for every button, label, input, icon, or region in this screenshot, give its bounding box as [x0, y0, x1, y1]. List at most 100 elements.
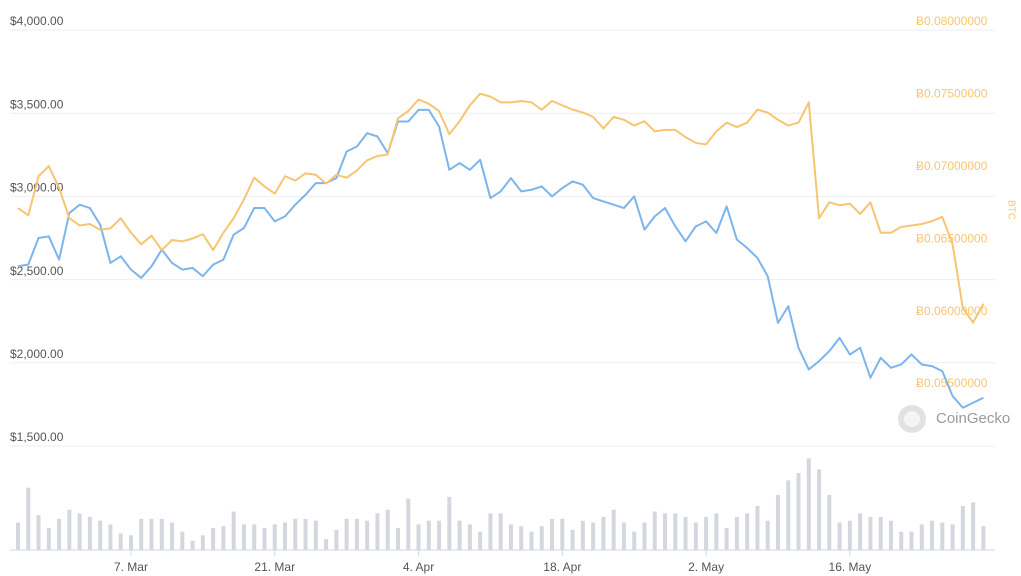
x-tick-label: 7. Mar — [114, 560, 148, 574]
volume-bar — [837, 522, 842, 550]
volume-bar — [745, 513, 750, 550]
volume-bar — [591, 522, 596, 550]
volume-bar — [519, 526, 524, 550]
volume-bar — [67, 509, 72, 550]
volume-bar — [447, 496, 452, 550]
volume-bar — [406, 498, 411, 550]
volume-bar — [170, 522, 175, 550]
volume-bar — [642, 522, 647, 550]
volume-bar — [231, 511, 236, 550]
x-tick-label: 4. Apr — [403, 560, 434, 574]
volume-bar — [118, 533, 123, 550]
volume-bar — [149, 518, 154, 550]
volume-bar — [724, 528, 729, 550]
volume-bar — [488, 513, 493, 550]
volume-bar — [827, 495, 832, 550]
y-tick-label: $4,000.00 — [10, 14, 64, 28]
volume-bars — [16, 458, 986, 550]
volume-bar — [704, 517, 709, 550]
volume-bar — [580, 520, 585, 550]
volume-bar — [26, 487, 31, 550]
volume-bar — [529, 531, 534, 550]
volume-bar — [180, 531, 185, 550]
volume-bar — [765, 520, 770, 550]
line-series — [17, 108, 984, 409]
volume-bar — [775, 495, 780, 550]
volume-bar — [601, 517, 606, 550]
y-tick-label: $2,000.00 — [10, 347, 64, 361]
x-tick-label: 16. May — [829, 560, 872, 574]
watermark-icon-inner — [904, 411, 920, 427]
volume-bar — [683, 517, 688, 550]
volume-bar — [734, 517, 739, 550]
volume-bar — [57, 518, 62, 550]
volume-bar — [611, 509, 616, 550]
volume-bar — [858, 513, 863, 550]
volume-bar — [817, 469, 822, 550]
volume-bar — [262, 528, 267, 550]
volume-bar — [693, 522, 698, 550]
volume-bar — [16, 522, 20, 550]
x-tick-label: 18. Apr — [543, 560, 581, 574]
volume-bar — [241, 524, 246, 550]
volume-bar — [899, 531, 904, 550]
volume-bar — [457, 520, 462, 550]
volume-bar — [878, 517, 883, 550]
plot: $1,500.00 $2,000.00 $2,500.00 $3,000.00 $3,5… — [10, 14, 995, 574]
y-tick-label: $1,500.00 — [10, 430, 64, 444]
y-tick-label: $3,500.00 — [10, 97, 64, 111]
volume-bar — [354, 518, 359, 550]
volume-bar — [981, 526, 986, 550]
volume-bar — [395, 528, 400, 550]
volume-bar — [560, 518, 565, 550]
volume-bar — [108, 524, 113, 550]
volume-bar — [375, 513, 380, 550]
y-tick-label: $2,500.00 — [10, 264, 64, 278]
volume-bar — [313, 520, 318, 550]
volume-bar — [930, 520, 935, 550]
volume-bar — [796, 473, 801, 550]
volume-bar — [46, 528, 51, 550]
volume-bar — [98, 520, 103, 550]
volume-bar — [467, 524, 472, 550]
volume-bar — [508, 524, 513, 550]
volume-bar — [283, 522, 288, 550]
line-series — [17, 92, 985, 324]
volume-bar — [416, 524, 421, 550]
volume-bar — [200, 535, 205, 550]
volume-bar — [128, 535, 133, 550]
volume-bar — [139, 518, 144, 550]
y2-tick-label: Ƀ0.07500000 — [916, 87, 988, 101]
volume-bar — [36, 515, 41, 550]
volume-bar — [673, 513, 678, 550]
volume-bar — [570, 529, 575, 550]
volume-bar — [293, 518, 298, 550]
y2-axis-label: BTC — [1005, 200, 1016, 220]
y2-tick-label: Ƀ0.06500000 — [916, 231, 988, 245]
volume-bar — [539, 526, 544, 550]
x-tick-label: 2. May — [688, 560, 724, 574]
volume-bar — [632, 531, 637, 550]
volume-bar — [385, 509, 390, 550]
volume-bar — [437, 520, 442, 550]
volume-bar — [498, 513, 503, 550]
volume-bar — [426, 520, 431, 550]
volume-bar — [950, 524, 955, 550]
y-tick-label: $3,000.00 — [10, 181, 64, 195]
volume-bar — [888, 520, 893, 550]
y2-tick-label: Ƀ0.06000000 — [916, 304, 988, 318]
volume-bar — [272, 524, 277, 550]
volume-bar — [940, 522, 945, 550]
volume-bar — [652, 511, 657, 550]
volume-bar — [324, 539, 329, 550]
volume-bar — [211, 528, 216, 550]
volume-bar — [786, 480, 791, 550]
volume-bar — [909, 531, 914, 550]
volume-bar — [550, 518, 555, 550]
volume-bar — [190, 540, 195, 550]
y2-tick-label: Ƀ0.05500000 — [916, 376, 988, 390]
volume-bar — [755, 506, 760, 550]
volume-bar — [971, 502, 976, 550]
volume-bar — [77, 513, 82, 550]
